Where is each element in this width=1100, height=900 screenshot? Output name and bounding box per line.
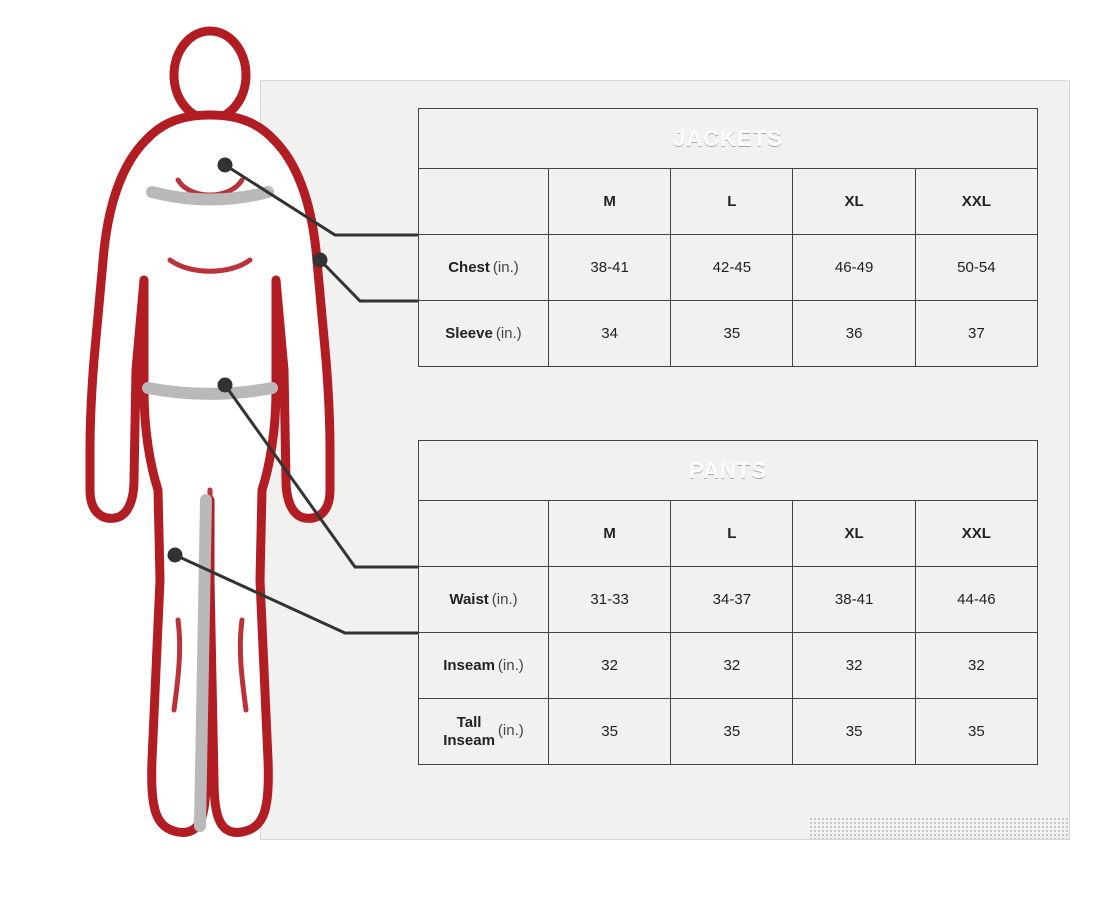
leader-lines: [0, 0, 1100, 900]
